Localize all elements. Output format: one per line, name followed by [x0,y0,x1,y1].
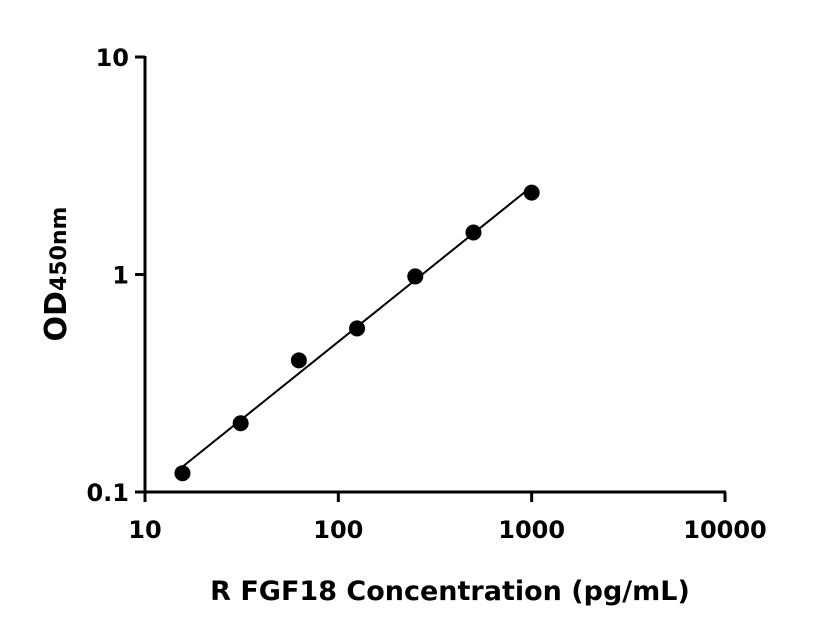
y-axis-label-subscript: 450nm [47,207,72,292]
data-marks [174,184,540,482]
data-point [349,320,366,337]
y-tick-label: 10 [96,44,129,72]
x-tick-label: 10000 [683,516,767,544]
data-point [523,184,540,201]
y-axis-label-main: OD [39,291,74,341]
data-point [407,268,424,285]
x-tick-label: 100 [313,516,363,544]
data-point [174,465,191,482]
x-tick-label: 1000 [498,516,565,544]
y-tick-label: 0.1 [86,479,129,507]
data-point [232,415,249,432]
x-tick-label: 10 [128,516,161,544]
axes: 10 100 1000 10000 0.1 1 10 [86,44,766,544]
y-tick-label: 1 [112,262,129,290]
data-point [465,224,482,241]
data-point [290,352,307,369]
y-axis-label: OD450nm [39,207,74,342]
x-axis-label: R FGF18 Concentration (pg/mL) [210,576,690,607]
